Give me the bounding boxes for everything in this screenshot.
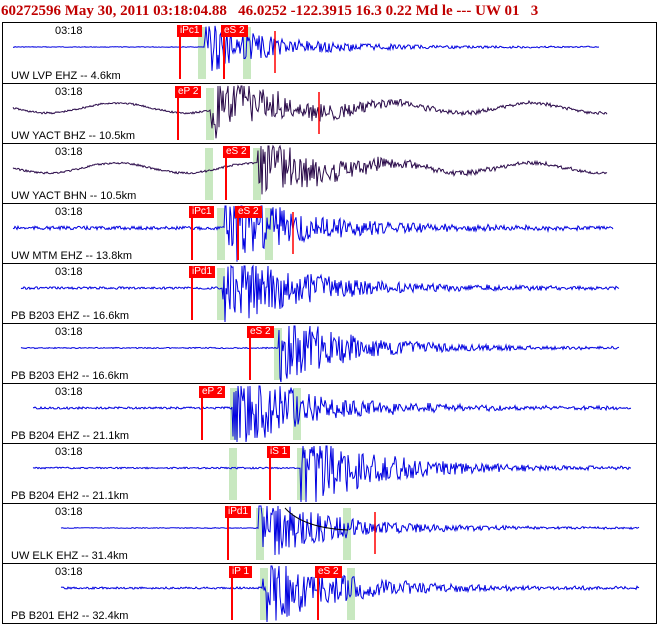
waveform-trace xyxy=(12,84,608,139)
waveform-trace xyxy=(60,565,640,623)
time-label: 03:18 xyxy=(55,506,83,518)
station-label: PB B203 EHZ -- 16.6km xyxy=(11,310,129,322)
phase-pick-label[interactable]: iPd1 xyxy=(225,506,252,518)
waveform-line xyxy=(60,565,640,623)
phase-pick-line[interactable] xyxy=(201,386,203,440)
phase-pick-label[interactable]: eP 2 xyxy=(175,86,202,98)
waveform-line xyxy=(32,445,632,503)
phase-pick-line[interactable] xyxy=(223,25,225,79)
waveform-trace xyxy=(20,264,620,323)
waveform-line xyxy=(12,84,608,139)
phase-pick-line[interactable] xyxy=(269,446,271,500)
phase-pick-label[interactable]: eS 2 xyxy=(223,146,250,158)
waveform-trace xyxy=(32,385,632,443)
station-label: UW LVP EHZ -- 4.6km xyxy=(11,70,121,82)
phase-window-band xyxy=(293,388,301,440)
seismogram-panel[interactable]: iPc1 eS 2 03:18 UW LVP EHZ -- 4.6km xyxy=(3,23,656,83)
seismogram-panel[interactable]: iP 1 eS 2 03:18 PB B201 EH2 -- 32.4km xyxy=(3,563,656,623)
phase-pick-line[interactable] xyxy=(177,86,179,140)
phase-pick-line[interactable] xyxy=(179,25,181,79)
waveform-line xyxy=(32,385,632,443)
station-label: PB B201 EH2 -- 32.4km xyxy=(11,610,129,622)
phase-pick-label[interactable]: eS 2 xyxy=(221,25,248,37)
waveform-trace xyxy=(20,325,620,383)
phase-window-band xyxy=(274,328,282,380)
phase-pick-label[interactable]: iPc1 xyxy=(177,25,203,37)
phase-pick-label[interactable]: iPc1 xyxy=(189,206,215,218)
time-label: 03:18 xyxy=(55,446,83,458)
waveform-trace xyxy=(12,144,608,195)
seismogram-panels: iPc1 eS 2 03:18 UW LVP EHZ -- 4.6km eP 2 03:1… xyxy=(2,22,657,624)
phase-pick-label[interactable]: eS 2 xyxy=(247,326,274,338)
coda-curve xyxy=(284,507,349,531)
phase-pick-line[interactable] xyxy=(191,266,193,320)
phase-window-band xyxy=(265,208,273,260)
phase-pick-line[interactable] xyxy=(191,206,193,260)
seismogram-panel[interactable]: eS 2 03:18 UW YACT BHN -- 10.5km xyxy=(3,143,656,203)
phase-window-band xyxy=(260,568,268,620)
time-label: 03:18 xyxy=(55,326,83,338)
phase-pick-label[interactable]: iS 1 xyxy=(267,446,291,458)
seismogram-panel[interactable]: iPc1 eS 2 03:18 UW MTM EHZ -- 13.8km xyxy=(3,203,656,263)
waveform-line xyxy=(60,505,640,556)
time-label: 03:18 xyxy=(55,266,83,278)
phase-pick-line[interactable] xyxy=(249,326,251,380)
phase-window-band xyxy=(243,27,251,79)
waveform-trace xyxy=(12,25,600,73)
seismogram-panel[interactable]: eP 2 03:18 UW YACT BHZ -- 10.5km xyxy=(3,83,656,143)
phase-window-band xyxy=(229,448,237,500)
waveform-trace xyxy=(32,445,632,503)
phase-pick-line[interactable] xyxy=(231,566,233,620)
phase-window-band xyxy=(253,148,261,200)
phase-window-band xyxy=(217,208,225,260)
waveform-line xyxy=(20,264,620,323)
waveform-line xyxy=(12,144,608,195)
station-label: UW YACT BHZ -- 10.5km xyxy=(11,130,136,142)
seismogram-panel[interactable]: eP 2 03:18 PB B204 EHZ -- 21.1km xyxy=(3,383,656,443)
time-label: 03:18 xyxy=(55,25,83,37)
station-label: UW MTM EHZ -- 13.8km xyxy=(11,250,132,262)
phase-window-band xyxy=(217,268,225,320)
phase-window-band xyxy=(297,448,305,500)
seismogram-panel[interactable]: iPd1 03:18 UW ELK EHZ -- 31.4km xyxy=(3,503,656,563)
station-label: PB B203 EH2 -- 16.6km xyxy=(11,370,129,382)
phase-pick-line[interactable] xyxy=(225,146,227,200)
seismogram-panel[interactable]: eS 2 03:18 PB B203 EH2 -- 16.6km xyxy=(3,323,656,383)
station-label: PB B204 EH2 -- 21.1km xyxy=(11,490,129,502)
phase-pick-label[interactable]: eS 2 xyxy=(235,206,262,218)
station-label: UW ELK EHZ -- 31.4km xyxy=(11,550,128,562)
seismogram-panel[interactable]: iS 1 03:18 PB B204 EH2 -- 21.1km xyxy=(3,443,656,503)
phase-window-band xyxy=(198,27,206,79)
phase-window-band xyxy=(256,508,264,560)
time-label: 03:18 xyxy=(55,386,83,398)
station-label: PB B204 EHZ -- 21.1km xyxy=(11,430,129,442)
phase-pick-line[interactable] xyxy=(227,506,229,560)
phase-pick-label[interactable]: iP 1 xyxy=(229,566,253,578)
time-label: 03:18 xyxy=(55,566,83,578)
phase-window-band xyxy=(205,148,213,200)
phase-pick-label[interactable]: eS 2 xyxy=(315,566,342,578)
time-label: 03:18 xyxy=(55,206,83,218)
phase-pick-line[interactable] xyxy=(317,566,319,620)
event-header: 60272596 May 30, 2011 03:18:04.88 46.025… xyxy=(1,3,539,19)
phase-pick-label[interactable]: eP 2 xyxy=(199,386,226,398)
station-label: UW YACT BHN -- 10.5km xyxy=(11,190,137,202)
waveform-trace xyxy=(60,505,640,556)
time-label: 03:18 xyxy=(55,86,83,98)
waveform-line xyxy=(12,25,600,71)
phase-pick-line[interactable] xyxy=(237,206,239,260)
waveform-trace xyxy=(12,205,614,262)
time-label: 03:18 xyxy=(55,146,83,158)
waveform-line xyxy=(20,325,620,383)
phase-pick-label[interactable]: iPd1 xyxy=(189,266,216,278)
waveform-line xyxy=(12,205,614,262)
seismogram-panel[interactable]: iPd1 03:18 PB B203 EHZ -- 16.6km xyxy=(3,263,656,323)
